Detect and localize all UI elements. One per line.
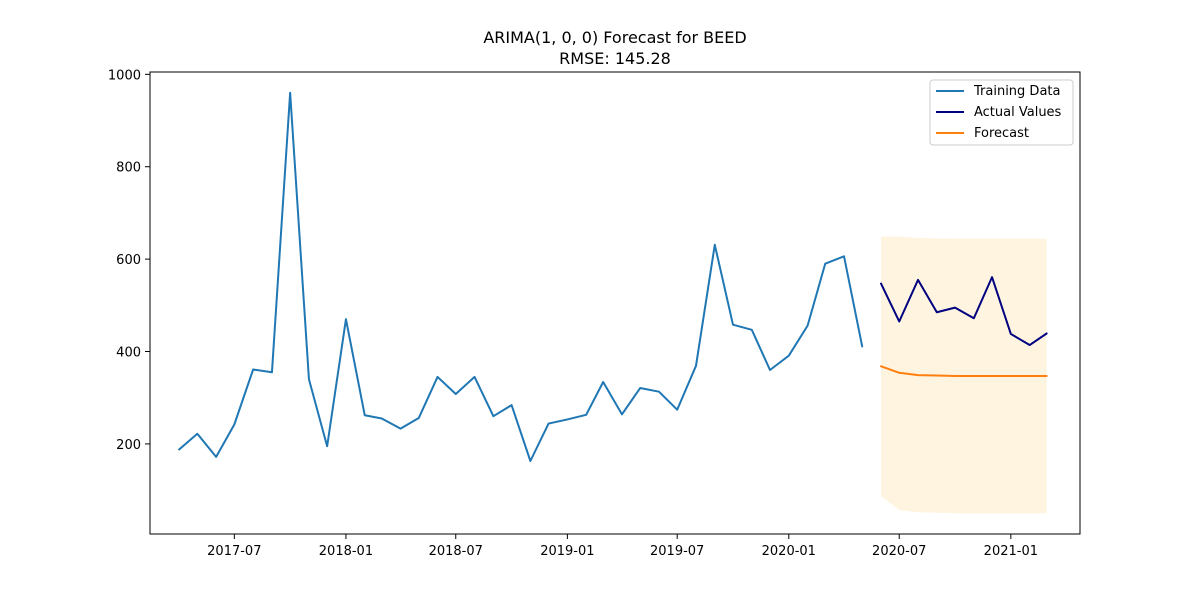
legend-label-actual: Actual Values — [974, 105, 1062, 120]
y-tick-label: 600 — [116, 253, 141, 268]
series-line — [178, 91, 864, 462]
x-tick-label: 2017-07 — [207, 544, 261, 559]
y-tick-label: 400 — [116, 346, 141, 361]
plot-area — [178, 91, 1048, 514]
legend-label-forecast: Forecast — [974, 126, 1029, 141]
x-tick-label: 2020-01 — [762, 544, 816, 559]
series-forecast — [880, 365, 1048, 377]
series-actual-values — [880, 276, 1048, 347]
axes-frame — [149, 71, 1081, 535]
x-axis: 2017-07 2018-01 2018-07 2019-01 2019-07 2020-… — [207, 534, 1038, 559]
legend-box — [929, 79, 1074, 146]
x-tick-label: 2020-07 — [872, 544, 926, 559]
series-training-data — [178, 91, 864, 462]
y-tick-label: 1000 — [108, 68, 141, 83]
x-tick-label: 2018-07 — [429, 544, 483, 559]
forecast-confidence-band — [881, 236, 1047, 514]
y-tick-label: 800 — [116, 161, 141, 176]
legend: Training Data Actual Values Forecast — [929, 79, 1074, 146]
chart-title: ARIMA(1, 0, 0) Forecast for BEED — [483, 28, 746, 47]
legend-label-training: Training Data — [973, 84, 1060, 99]
chart-subtitle: RMSE: 145.28 — [559, 49, 671, 68]
series-line — [880, 276, 1048, 347]
x-tick-label: 2019-01 — [540, 544, 594, 559]
series-line — [880, 365, 1048, 377]
x-tick-label: 2018-01 — [319, 544, 373, 559]
y-axis: 200 400 600 800 1000 — [108, 68, 150, 453]
x-tick-label: 2021-01 — [984, 544, 1038, 559]
y-tick-label: 200 — [116, 438, 141, 453]
x-tick-label: 2019-07 — [650, 544, 704, 559]
